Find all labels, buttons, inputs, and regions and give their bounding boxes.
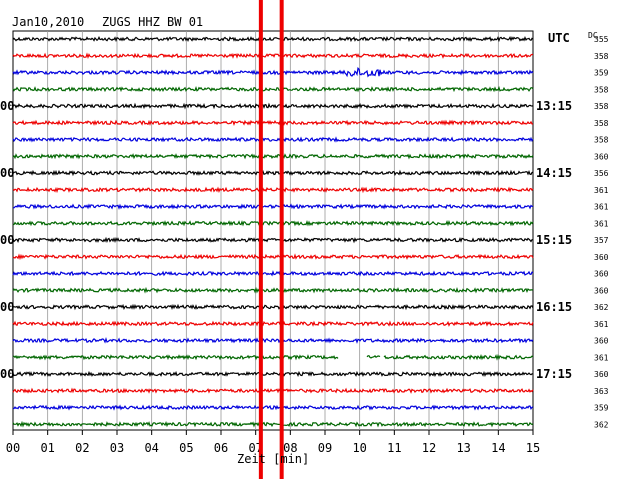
dc-value: 361 [594,353,609,362]
dc-value: 355 [594,35,609,44]
x-tick-label: 10 [352,441,366,455]
x-tick-label: 12 [422,441,436,455]
x-tick-label: 02 [75,441,89,455]
labels: 355 358 359 358 358 358 358 360 356 361 361 361 357 3… [0,35,609,429]
x-tick-label: 05 [179,441,193,455]
dc-value: 361 [594,219,609,228]
hour-label-left: 00 [0,300,14,314]
trace-row [12,420,534,428]
x-tick-label: 13 [456,441,470,455]
hour-label-right: 16:15 [536,300,572,314]
trace-row [12,286,534,294]
plot-title-date: Jan10,2010 [12,15,84,29]
trace-row [12,66,534,78]
trace-row [12,102,534,110]
dc-value: 361 [594,320,609,329]
trace-row [13,203,534,210]
hour-label-left: 00 [0,166,14,180]
x-axis-label: Zeit [min] [237,452,309,466]
dc-value: 359 [594,404,609,413]
trace-row [12,270,534,277]
trace-row [12,169,534,177]
dc-value: 359 [594,69,609,78]
trace-row [12,219,534,227]
trace-row [12,253,534,261]
grid [12,30,534,431]
dc-label: DC [588,31,598,40]
x-tick-label: 03 [110,441,124,455]
markers [258,0,284,479]
dc-value: 362 [594,420,609,429]
trace-row [12,353,534,361]
dc-value: 360 [594,370,609,379]
trace-row [12,52,534,60]
trace-row [12,387,534,394]
dc-value: 363 [594,387,609,396]
trace-row [12,36,534,43]
dc-value: 361 [594,203,609,212]
trace-row [12,303,534,311]
hour-label-right: 15:15 [536,233,572,247]
dc-value: 358 [594,136,609,145]
traces [12,36,534,428]
hour-label-left: 00 [0,99,14,113]
trace-row [13,404,534,411]
trace-row [12,85,534,93]
dc-value: 358 [594,52,609,61]
dc-value: 360 [594,286,609,295]
dc-value: 360 [594,253,609,262]
x-tick-label: 01 [40,441,54,455]
hour-label-right: 13:15 [536,99,572,113]
trace-row [12,136,534,143]
plot-frame [12,30,534,431]
x-axis: 00 01 02 03 04 05 06 07 08 09 10 11 12 13 14 15 [6,430,540,455]
trace-row [12,186,534,194]
x-tick-label: 15 [526,441,540,455]
trace-row [12,336,534,344]
dc-value: 362 [594,303,609,312]
dc-value: 360 [594,152,609,161]
x-tick-label: 11 [387,441,401,455]
dc-value: 358 [594,85,609,94]
trace-row [12,236,533,244]
dc-value: 358 [594,102,609,111]
plot-title-station: ZUGS HHZ BW 01 [102,15,203,29]
x-tick-label: 09 [318,441,332,455]
x-tick-label: 04 [144,441,158,455]
utc-label: UTC [548,31,570,45]
hour-label-right: 17:15 [536,367,572,381]
trace-row [12,153,534,160]
hour-label-right: 14:15 [536,166,572,180]
dc-value: 358 [594,119,609,128]
dc-value: 360 [594,270,609,279]
dc-value: 357 [594,236,609,245]
dc-value: 356 [594,169,609,178]
hour-label-left: 00 [0,233,14,247]
dc-value: 360 [594,337,609,346]
trace-row [12,320,534,327]
trace-row [12,370,533,378]
dc-value: 361 [594,186,609,195]
x-tick-label: 06 [214,441,228,455]
x-tick-label: 08 [283,441,297,455]
x-tick-label: 00 [6,441,20,455]
trace-row [12,119,534,127]
hour-label-left: 00 [0,367,14,381]
x-tick-label: 14 [491,441,505,455]
